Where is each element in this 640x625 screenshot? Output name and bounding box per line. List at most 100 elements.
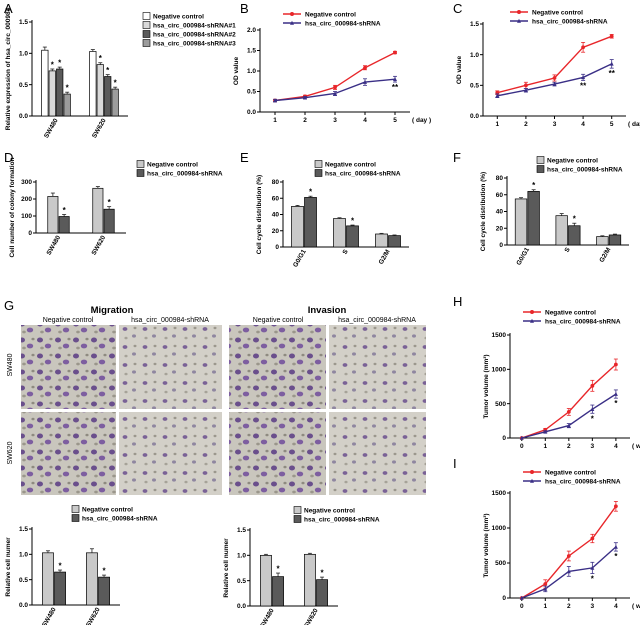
panel-letter-d: D — [4, 150, 13, 165]
legend-label: Negative control — [545, 469, 596, 476]
data-point — [581, 45, 585, 50]
data-point — [566, 423, 571, 428]
y-tick-label: 1.0 — [19, 51, 28, 58]
data-point — [524, 83, 528, 88]
legend-label: hsa_circ_000984-shRNA — [82, 515, 158, 522]
x-axis-unit: ( week ) — [632, 603, 640, 610]
bar — [58, 216, 70, 234]
y-tick-label: 1.0 — [247, 68, 256, 75]
bar — [608, 234, 622, 246]
legend-label: hsa_circ_000984-shRNA — [147, 170, 223, 177]
chart-i: 0 500 1000 1500 Tumor volume (mm³) 0 1 2 3 4 ( wee… — [483, 469, 640, 610]
x-tick-label: SW480 — [259, 607, 276, 625]
y-tick-label: 0.5 — [19, 577, 28, 584]
legend-swatch — [71, 505, 80, 513]
x-tick-label: 5 — [610, 121, 614, 128]
legend-label: hsa_circ_000984-shRNA — [304, 516, 380, 523]
y-tick-label: 80 — [496, 175, 504, 182]
legend-swatch — [142, 39, 151, 47]
significance-marker: * — [591, 575, 595, 584]
x-tick-label: G0/G1 — [292, 248, 308, 268]
y-tick-label: 500 — [495, 401, 506, 408]
significance-marker: * — [573, 215, 577, 224]
significance-marker: * — [276, 565, 280, 574]
significance-marker: * — [51, 61, 55, 70]
y-tick-label: 300 — [21, 179, 32, 186]
chart-f: 0 20 40 60 80 Cell cycle distribution (%) * G0/… — [480, 156, 629, 267]
legend-swatch-marker — [290, 20, 294, 25]
data-point — [609, 34, 614, 39]
chart-a: 0.0 0.5 1.0 1.5 Relative expression of hsa_c… — [5, 7, 236, 139]
x-tick-label: G0/G1 — [515, 246, 531, 266]
data-point — [613, 504, 618, 509]
x-tick-label: G2/M — [598, 247, 612, 264]
data-point — [552, 81, 557, 86]
x-tick-label: 2 — [567, 443, 571, 450]
legend-label: Negative control — [305, 11, 356, 18]
x-tick-label: SW480 — [46, 234, 63, 256]
bar — [42, 552, 54, 606]
data-point — [590, 406, 595, 411]
bar — [304, 553, 316, 607]
legend-swatch — [142, 21, 151, 29]
data-point — [543, 586, 548, 591]
y-tick-label: 0 — [275, 244, 279, 251]
bar — [92, 187, 104, 234]
x-tick-label: 3 — [333, 117, 337, 124]
panel-letter-g: G — [4, 298, 14, 313]
significance-marker: * — [351, 217, 355, 226]
y-tick-label: 0.0 — [19, 113, 28, 120]
x-tick-label: SW480 — [41, 606, 58, 625]
bar — [63, 93, 71, 117]
panel-letter-i: I — [453, 456, 457, 471]
panel-letter-e: E — [240, 150, 249, 165]
bar — [47, 196, 59, 234]
y-axis-label: Relative cell numer — [223, 538, 230, 598]
micrograph-sw620-migration-shrna — [119, 412, 222, 495]
significance-marker: * — [106, 66, 110, 75]
y-tick-label: 40 — [496, 209, 504, 216]
chart-g-invasion: 0.0 0.5 1.0 1.5 Relative cell numer * SW480 * SW… — [223, 506, 380, 625]
significance-marker: * — [66, 84, 70, 93]
bar — [48, 70, 56, 117]
y-axis-label: Cell cycle distribution (%) — [256, 175, 263, 254]
y-tick-label: 1000 — [492, 367, 507, 374]
panel-letter-a: A — [4, 1, 13, 16]
data-point — [333, 91, 337, 96]
x-tick-label: 5 — [393, 117, 397, 124]
y-tick-label: 80 — [272, 179, 280, 186]
y-tick-label: 1500 — [492, 332, 507, 339]
data-point — [519, 595, 524, 600]
y-tick-label: 0 — [502, 435, 506, 442]
legend-swatch — [314, 169, 323, 177]
bar — [96, 64, 104, 117]
significance-marker: * — [58, 59, 62, 68]
legend-label: Negative control — [147, 161, 198, 168]
x-tick-label: 2 — [567, 603, 571, 610]
x-tick-label: 1 — [543, 443, 547, 450]
y-tick-label: 0.0 — [19, 602, 28, 609]
bar — [375, 233, 388, 248]
legend-swatch — [71, 514, 80, 522]
bar — [86, 552, 98, 606]
image-col-label-4: hsa_circ_000984-shRNA — [338, 317, 416, 324]
y-tick-label: 20 — [272, 228, 280, 235]
y-axis-label: OD value — [233, 57, 240, 86]
y-tick-label: 0.5 — [247, 89, 256, 96]
data-point — [393, 77, 397, 81]
legend-swatch — [142, 30, 151, 38]
invasion-title: Invasion — [308, 305, 347, 316]
legend-label: hsa_circ_000984-shRNA — [532, 18, 608, 25]
x-tick-label: 3 — [591, 603, 595, 610]
x-axis-unit: ( day ) — [412, 117, 431, 124]
data-point — [543, 582, 548, 586]
bar — [56, 68, 64, 117]
y-tick-label: 1.5 — [247, 48, 256, 55]
micrograph-sw620-invasion-shrna — [329, 412, 426, 495]
x-tick-label: 1 — [543, 603, 547, 610]
micrograph-sw620-invasion-control — [229, 412, 326, 495]
legend-label: Negative control — [153, 13, 204, 20]
legend-label: hsa_circ_000984-shRNA — [547, 166, 623, 173]
y-tick-label: 1.5 — [19, 19, 28, 26]
